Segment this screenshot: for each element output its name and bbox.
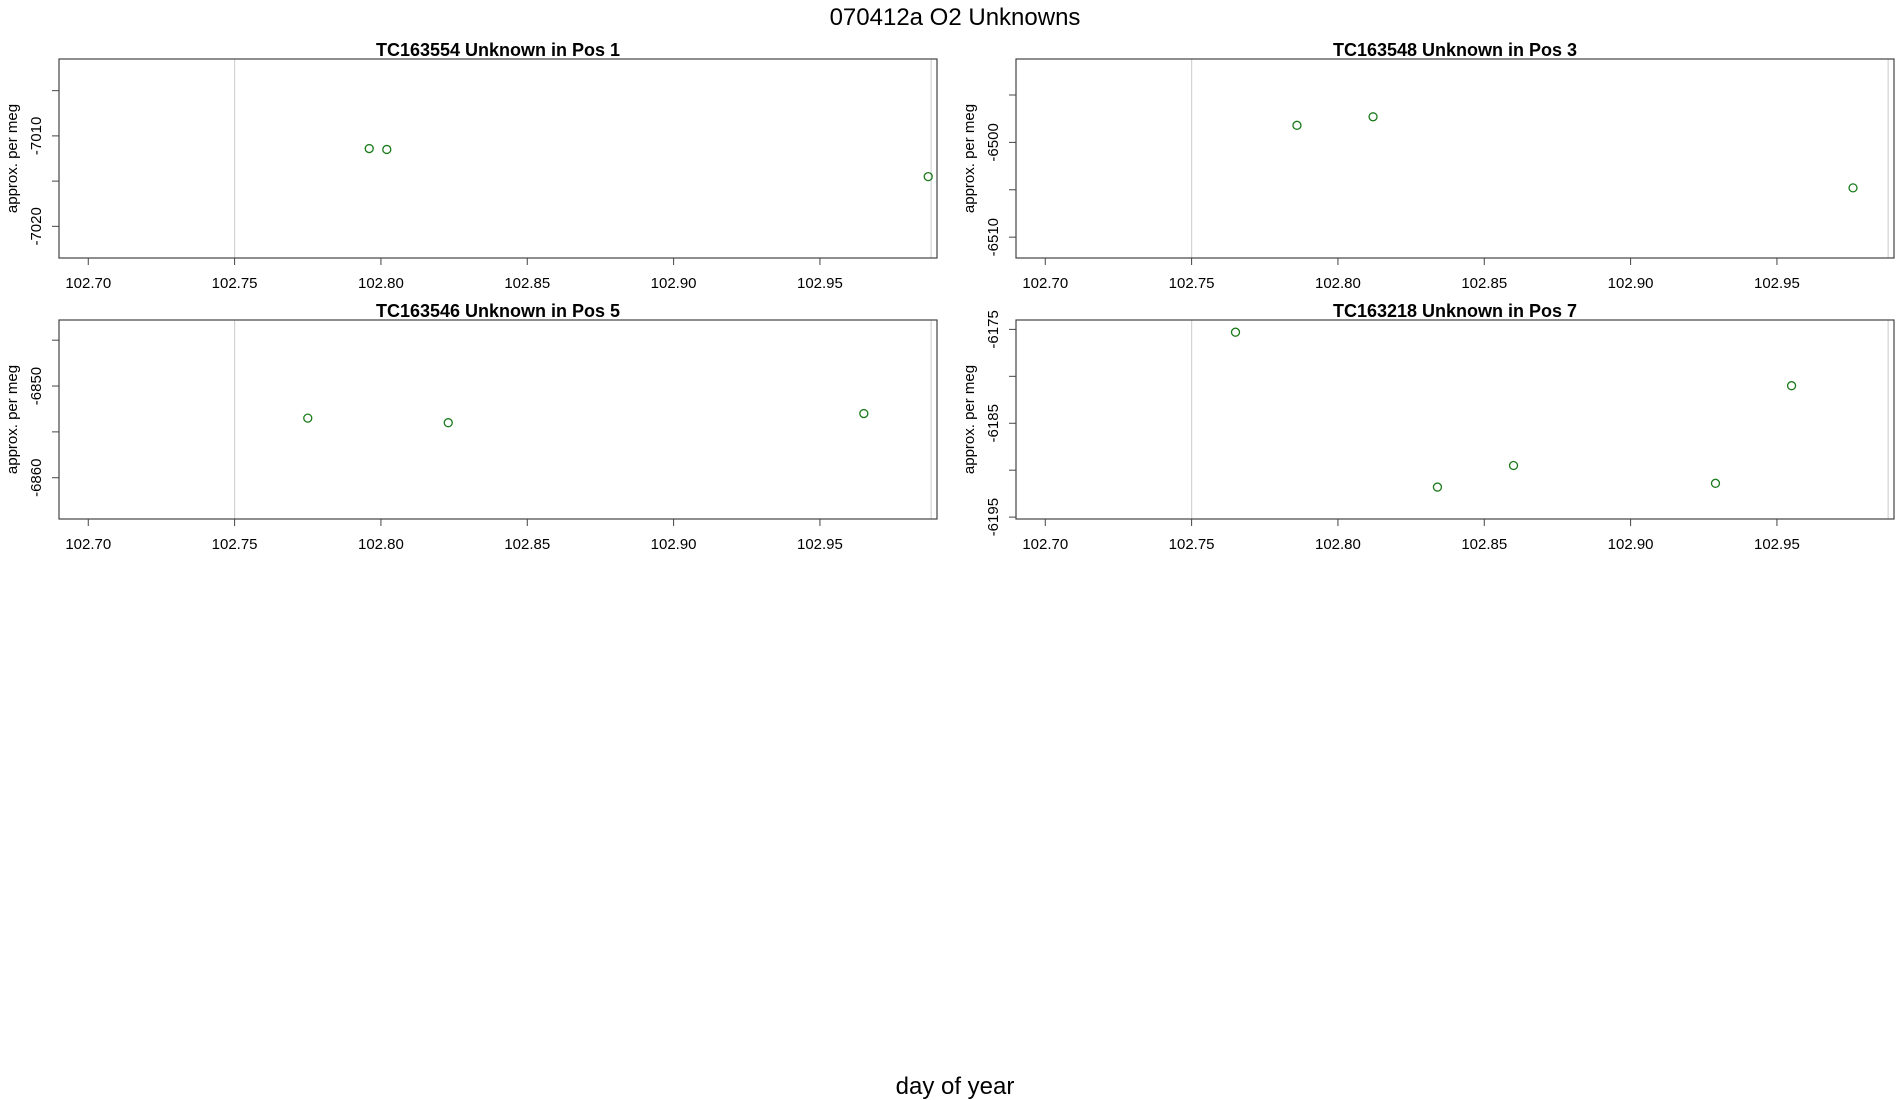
data-point [1710, 478, 1721, 488]
x-tick-label: 102.80 [1315, 536, 1361, 553]
x-tick-label: 102.80 [358, 536, 404, 553]
data-point [1432, 482, 1443, 492]
y-tick-label: -6860 [28, 459, 45, 497]
x-tick-label: 102.85 [1461, 536, 1507, 553]
y-tick-label: -7020 [28, 207, 45, 245]
x-tick-label: 102.90 [1608, 275, 1654, 292]
x-tick-label: 102.90 [651, 275, 697, 292]
panels: TC163554 Unknown in Pos 1 102.70 102.75 102… [4, 40, 1895, 553]
panel-4: TC163218 Unknown in Pos 7 102.70 102.75 102… [961, 301, 1895, 553]
x-tick-label: 102.85 [1461, 275, 1507, 292]
x-tick-label: 102.85 [504, 275, 550, 292]
x-tick-label: 102.85 [504, 536, 550, 553]
y-tick-label: -6850 [28, 367, 45, 405]
panel-2: TC163548 Unknown in Pos 3 102.70 102.75 102… [961, 40, 1895, 292]
data-point [303, 413, 313, 423]
x-tick-label: 102.70 [1022, 275, 1068, 292]
y-axis-label: approx. per meg [961, 104, 978, 213]
data-point [859, 408, 869, 419]
data-point [1848, 183, 1858, 193]
x-tick-label: 102.95 [1754, 275, 1800, 292]
panel-title: TC163548 Unknown in Pos 3 [1333, 40, 1577, 60]
x-tick-label: 102.75 [212, 275, 258, 292]
x-tick-label: 102.95 [797, 536, 843, 553]
x-tick-label: 102.70 [1022, 536, 1068, 553]
panel-title: TC163554 Unknown in Pos 1 [376, 40, 620, 60]
x-tick-label: 102.80 [358, 275, 404, 292]
y-tick-label: -6175 [985, 310, 1002, 348]
y-axis-label: approx. per meg [961, 365, 978, 474]
panel-1: TC163554 Unknown in Pos 1 102.70 102.75 102… [4, 40, 938, 292]
figure-xlabel: day of year [896, 1073, 1015, 1100]
x-tick-label: 102.90 [651, 536, 697, 553]
plot-frame [1015, 58, 1895, 259]
data-point [1368, 112, 1378, 122]
panel-title: TC163546 Unknown in Pos 5 [376, 301, 620, 321]
x-tick-label: 102.95 [797, 275, 843, 292]
y-tick-label: -6500 [985, 123, 1002, 161]
y-tick-label: -6195 [985, 498, 1002, 536]
x-tick-label: 102.80 [1315, 275, 1361, 292]
panel-3: TC163546 Unknown in Pos 5 102.70 102.75 102… [4, 301, 938, 553]
y-tick-label: -7010 [28, 117, 45, 155]
data-point [1508, 460, 1519, 471]
y-tick-label: -6510 [985, 218, 1002, 256]
y-tick-label: -6185 [985, 404, 1002, 442]
plot-frame [58, 319, 938, 520]
x-tick-label: 102.70 [65, 536, 111, 553]
plot-frame [1015, 319, 1895, 520]
x-tick-label: 102.90 [1608, 536, 1654, 553]
y-axis-label: approx. per meg [4, 104, 21, 213]
figure-title: 070412a O2 Unknowns [830, 4, 1081, 31]
data-point [923, 171, 933, 182]
x-tick-label: 102.75 [212, 536, 258, 553]
data-point [382, 144, 392, 155]
x-tick-label: 102.70 [65, 275, 111, 292]
x-tick-label: 102.75 [1169, 536, 1215, 553]
plot-frame [58, 58, 938, 259]
data-point [1292, 120, 1302, 130]
x-tick-label: 102.95 [1754, 536, 1800, 553]
data-point [364, 143, 374, 154]
y-axis-label: approx. per meg [4, 365, 21, 474]
x-tick-label: 102.75 [1169, 275, 1215, 292]
data-point [1786, 381, 1797, 391]
data-point [443, 418, 453, 428]
data-point [1230, 327, 1241, 337]
panel-title: TC163218 Unknown in Pos 7 [1333, 301, 1577, 321]
